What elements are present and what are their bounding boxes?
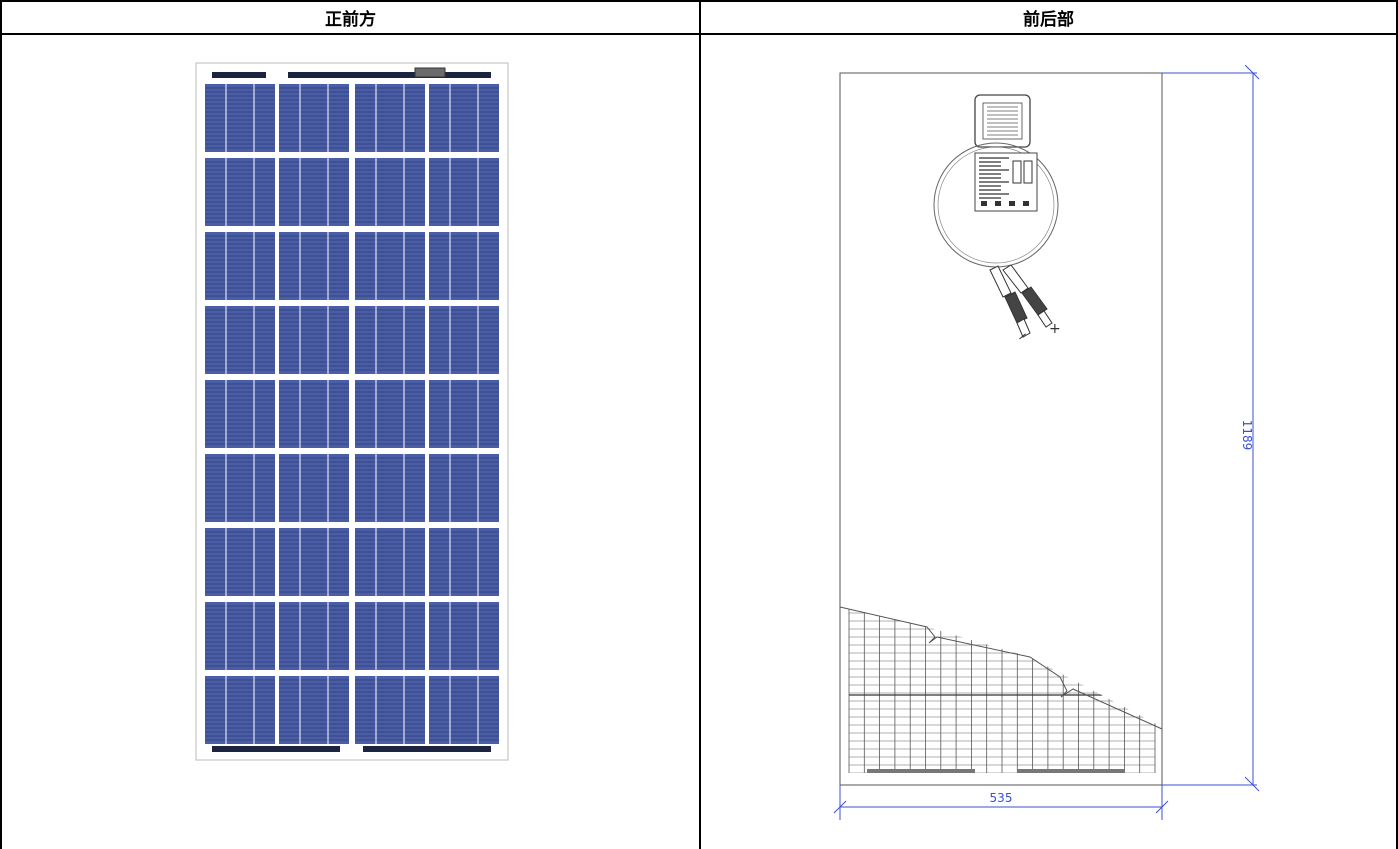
solar-cell	[279, 306, 349, 374]
solar-cell	[279, 232, 349, 300]
dimension-width	[833, 785, 1169, 820]
back-panel-outline	[839, 72, 1163, 786]
solar-cell	[279, 84, 349, 152]
solar-cell	[429, 158, 499, 226]
solar-cell	[429, 602, 499, 670]
dimension-height-label: 1189	[1240, 420, 1254, 451]
solar-cell	[279, 602, 349, 670]
junction-box	[974, 94, 1031, 148]
bottom-frame-left	[867, 769, 975, 773]
front-top-bars	[212, 67, 491, 78]
cutaway-break-line	[839, 606, 1163, 730]
back-panel-group: − + 1189	[833, 65, 1260, 820]
solar-cell	[279, 380, 349, 448]
solar-cell	[355, 676, 425, 744]
table-border-left	[0, 0, 2, 849]
solar-cell	[429, 232, 499, 300]
solar-cell	[355, 306, 425, 374]
solar-cell	[205, 380, 275, 448]
back-cell-cutaway	[848, 607, 1156, 773]
solar-cell	[429, 676, 499, 744]
connector-plus-label: +	[1049, 321, 1061, 337]
solar-cell	[205, 84, 275, 152]
top-frame-bar-right	[288, 72, 491, 78]
solar-cell	[429, 306, 499, 374]
solar-cell	[279, 158, 349, 226]
solar-cell	[205, 454, 275, 522]
nameplate-label	[974, 152, 1038, 212]
solar-cell	[429, 528, 499, 596]
bottom-frame-right	[1017, 769, 1125, 773]
solar-cell	[279, 454, 349, 522]
dimension-width-label: 535	[990, 791, 1013, 805]
bottom-frame-bar-right	[363, 746, 491, 752]
solar-cell	[355, 454, 425, 522]
solar-cell	[205, 676, 275, 744]
solar-cell	[205, 158, 275, 226]
junction-tab	[414, 67, 446, 78]
bottom-frame-bar-left	[212, 746, 340, 752]
solar-cell	[355, 602, 425, 670]
solar-cell	[205, 602, 275, 670]
dimension-height	[1162, 65, 1260, 792]
solar-cell	[355, 84, 425, 152]
solar-cell	[205, 528, 275, 596]
mc4-connectors	[989, 264, 1053, 338]
solar-cell	[355, 380, 425, 448]
solar-cell	[355, 158, 425, 226]
solar-cell	[429, 380, 499, 448]
solar-cell	[355, 232, 425, 300]
back-view-drawing: − + 1189	[833, 65, 1260, 820]
solar-cell	[205, 306, 275, 374]
header-back: 前后部	[1023, 9, 1074, 30]
solar-cell	[429, 454, 499, 522]
solar-cell	[429, 84, 499, 152]
top-frame-bar-left	[212, 72, 266, 78]
front-view-drawing	[195, 62, 509, 761]
solar-cell	[279, 528, 349, 596]
table-border-right	[1396, 0, 1398, 849]
cable-loop-inner	[937, 146, 1055, 264]
solar-cell	[205, 232, 275, 300]
solar-cell	[279, 676, 349, 744]
front-bottom-bars	[212, 746, 491, 752]
table-column-divider	[699, 0, 701, 849]
front-cell-grid	[205, 84, 499, 744]
solar-cell	[355, 528, 425, 596]
header-front: 正前方	[325, 9, 376, 30]
